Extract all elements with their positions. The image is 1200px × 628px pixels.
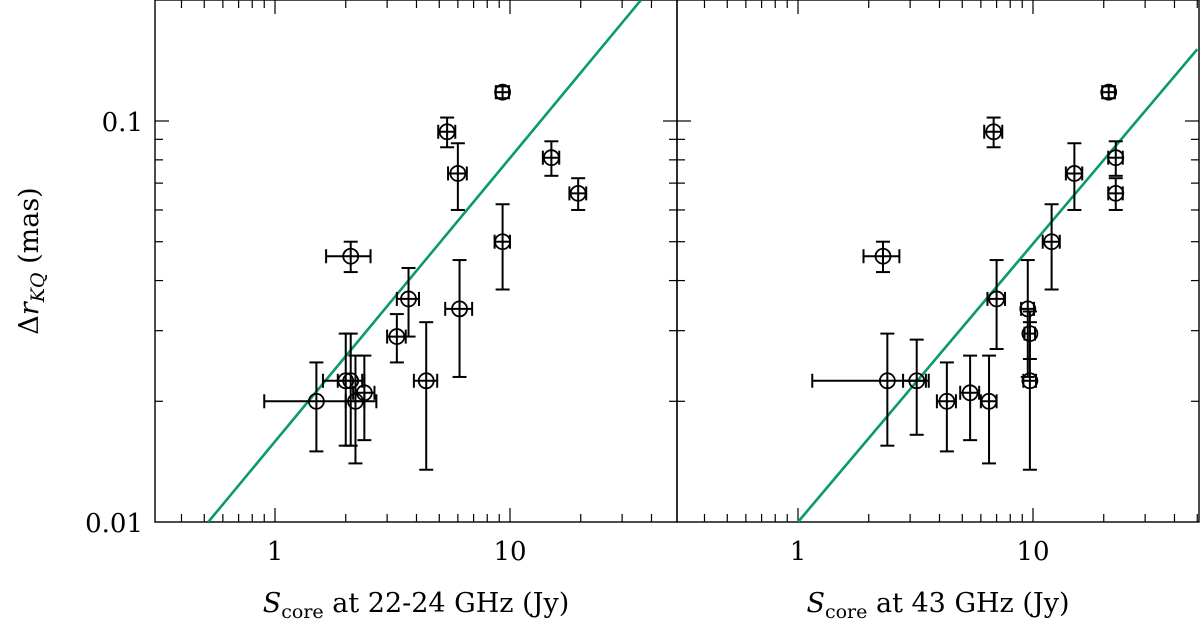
right-data-point xyxy=(986,259,1006,351)
left-data-point xyxy=(541,140,561,177)
left-plot-frame xyxy=(154,0,678,523)
left-data-point xyxy=(493,203,511,291)
point-marker xyxy=(1100,83,1118,101)
right-data-point xyxy=(1100,83,1118,101)
right-data-point xyxy=(1107,177,1125,211)
ytick-label-0.1: 0.1 xyxy=(102,108,143,138)
ylabel-r: r xyxy=(14,300,45,315)
left-data-point xyxy=(344,354,366,465)
left-xtick-label-10: 10 xyxy=(493,537,526,567)
point-marker xyxy=(451,300,468,318)
right-data-point xyxy=(1019,259,1037,378)
point-marker xyxy=(342,372,360,390)
point-marker xyxy=(874,247,892,265)
right-data-point xyxy=(862,240,901,274)
right-data-point xyxy=(1107,140,1125,177)
point-marker xyxy=(494,83,511,101)
point-marker xyxy=(342,247,360,265)
left-xlabel-text: at 22-24 GHz (Jy) xyxy=(324,588,570,619)
point-marker xyxy=(985,123,1003,141)
left-fit-line-path xyxy=(207,0,642,522)
point-marker xyxy=(417,372,435,390)
point-marker xyxy=(347,392,364,410)
right-data-point xyxy=(959,354,981,442)
left-data-point xyxy=(444,259,474,378)
left-data-point xyxy=(447,142,468,211)
left-data-point xyxy=(325,240,372,274)
left-data-points xyxy=(263,83,588,471)
ylabel-delta: Δ xyxy=(14,315,45,335)
left-data-point xyxy=(437,116,457,149)
point-marker xyxy=(307,392,325,410)
right-ticks xyxy=(677,0,1199,522)
left-xtick-label-1: 1 xyxy=(267,537,284,567)
point-marker xyxy=(1021,372,1039,390)
right-fit-line xyxy=(797,48,1199,522)
left-data-point xyxy=(412,321,439,471)
ytick-label-0.01: 0.01 xyxy=(85,509,143,539)
right-data-point xyxy=(1064,142,1084,211)
left-panel: 1 10 0.1 0.01 Score at 22-24 GHz (Jy) Δr… xyxy=(14,0,678,623)
right-xlabel-text: at 43 GHz (Jy) xyxy=(867,588,1069,619)
point-marker xyxy=(1107,149,1125,167)
point-marker xyxy=(569,184,587,202)
point-marker xyxy=(908,372,926,390)
point-marker xyxy=(400,290,417,308)
point-marker xyxy=(1019,300,1037,318)
left-data-point xyxy=(568,177,588,211)
left-data-point xyxy=(336,332,364,447)
right-xtick-label-1: 1 xyxy=(790,537,807,567)
point-marker xyxy=(388,328,406,345)
point-marker xyxy=(1065,165,1083,182)
point-marker xyxy=(1107,184,1125,202)
point-marker xyxy=(988,290,1005,308)
right-data-point xyxy=(935,361,957,453)
point-marker xyxy=(878,372,896,390)
right-x-axis-label: Score at 43 GHz (Jy) xyxy=(806,588,1069,623)
point-marker xyxy=(542,149,560,167)
right-fit-line-path xyxy=(797,48,1199,522)
right-data-points xyxy=(811,83,1125,471)
point-marker xyxy=(961,384,979,402)
left-ticks xyxy=(155,0,677,522)
point-marker xyxy=(938,392,956,410)
left-data-point xyxy=(494,83,511,101)
left-xlabel-subscript: core xyxy=(281,601,323,623)
point-marker xyxy=(449,165,467,182)
right-data-point xyxy=(983,116,1004,149)
left-xlabel-symbol: S xyxy=(263,588,282,619)
point-marker xyxy=(494,233,511,251)
left-data-point xyxy=(395,266,421,338)
point-marker xyxy=(1043,233,1061,251)
y-axis-label: ΔrKQ (mas) xyxy=(14,187,49,334)
right-xtick-label-10: 10 xyxy=(1016,537,1049,567)
right-data-point xyxy=(902,338,930,436)
left-data-point xyxy=(386,313,407,364)
right-plot-frame xyxy=(676,0,1200,523)
right-data-point xyxy=(979,354,998,465)
right-panel: 1 10 Score at 43 GHz (Jy) xyxy=(676,0,1200,623)
right-xlabel-subscript: core xyxy=(825,601,867,623)
left-x-axis-label: Score at 22-24 GHz (Jy) xyxy=(263,588,570,623)
point-marker xyxy=(980,392,998,410)
ylabel-subscript: KQ xyxy=(27,273,49,304)
ylabel-unit: (mas) xyxy=(14,187,45,272)
left-fit-line xyxy=(207,0,642,522)
right-data-point xyxy=(1021,321,1039,471)
right-data-point xyxy=(1041,203,1061,291)
point-marker xyxy=(438,123,456,141)
right-xlabel-symbol: S xyxy=(806,588,825,619)
